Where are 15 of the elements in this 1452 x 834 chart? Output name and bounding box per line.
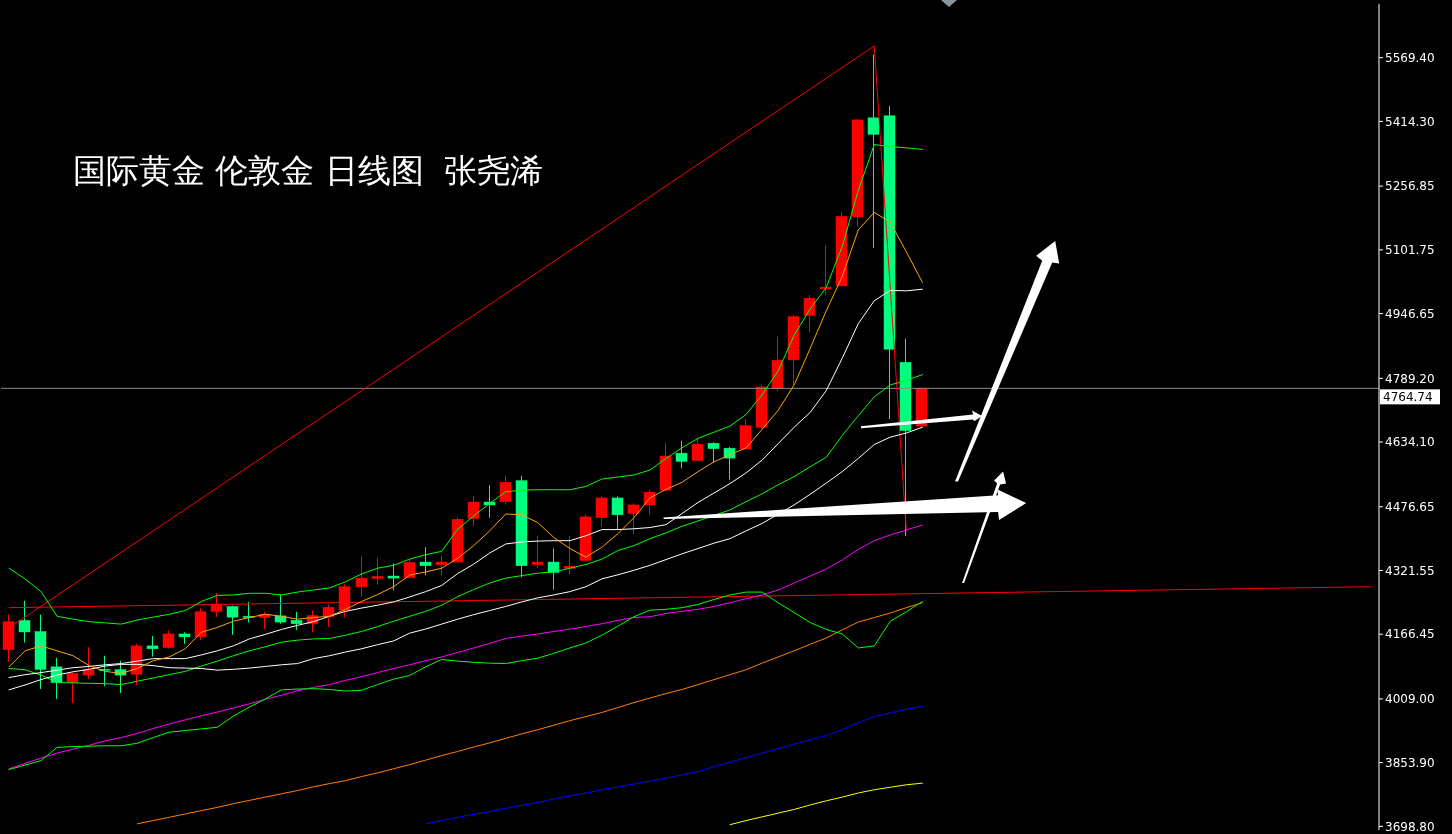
- y-tick-label: 3698.80: [1385, 819, 1435, 834]
- y-tick-label: 5256.85: [1385, 179, 1435, 194]
- y-tick-label: 4946.65: [1385, 306, 1435, 321]
- y-tick-label: 4009.00: [1385, 692, 1435, 707]
- y-tick-label: 4166.45: [1385, 627, 1435, 642]
- text: 国际黄金 伦敦金 日线图 张尧浠: [73, 152, 544, 190]
- y-tick-label: 4789.20: [1385, 371, 1435, 386]
- y-tick-label: 4476.65: [1385, 499, 1435, 514]
- y-tick-label: 3853.90: [1385, 755, 1435, 770]
- y-tick-label: 4634.10: [1385, 435, 1435, 450]
- y-tick-label: 5101.75: [1385, 243, 1435, 258]
- ref-line-label: 4764.74: [1383, 390, 1433, 405]
- y-tick-label: 4321.55: [1385, 563, 1435, 578]
- y-tick-label: 5414.30: [1385, 114, 1435, 129]
- y-tick-label: 5569.40: [1385, 50, 1435, 65]
